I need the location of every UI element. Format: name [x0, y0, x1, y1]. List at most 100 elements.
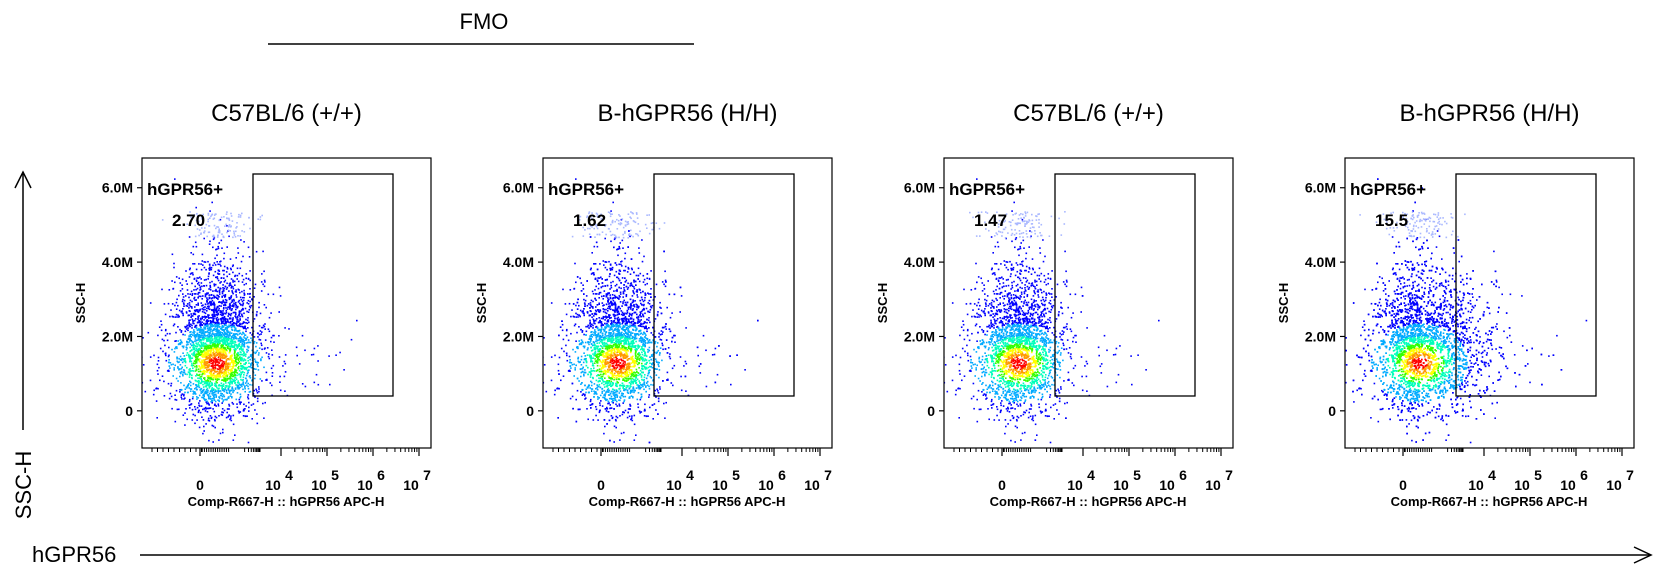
event-dot	[208, 349, 211, 352]
event-dot	[498, 382, 500, 384]
event-dot	[198, 234, 200, 237]
event-dot	[605, 345, 607, 348]
event-dot	[232, 311, 235, 314]
event-dot	[223, 252, 226, 255]
event-dot	[170, 384, 172, 387]
event-dot	[239, 323, 242, 326]
event-dot	[626, 288, 629, 290]
event-dot	[192, 348, 195, 351]
event-dot	[596, 280, 599, 283]
event-dot	[210, 317, 213, 319]
event-dot	[228, 296, 230, 299]
event-dot	[207, 366, 209, 369]
event-dot	[202, 419, 205, 421]
event-dot	[195, 206, 197, 209]
event-dot	[233, 311, 236, 314]
event-dot	[601, 347, 604, 349]
event-dot	[212, 391, 214, 394]
event-dot	[228, 298, 231, 301]
event-dot	[235, 289, 237, 291]
event-dot	[232, 325, 234, 328]
event-dot	[623, 367, 625, 369]
event-dot	[182, 352, 184, 354]
event-dot	[218, 396, 220, 398]
event-dot	[195, 384, 197, 386]
event-dot	[214, 333, 216, 335]
event-dot	[304, 385, 307, 388]
event-dot	[192, 263, 194, 265]
event-dot	[223, 380, 225, 382]
event-dot	[223, 257, 225, 260]
event-dot	[209, 341, 211, 344]
event-dot	[225, 382, 227, 384]
event-dot	[236, 322, 238, 324]
event-dot	[179, 343, 182, 346]
event-dot	[247, 341, 249, 344]
event-dot	[232, 371, 234, 374]
x-tick-exponent: 7	[423, 467, 431, 483]
event-dot	[612, 280, 614, 283]
event-dot	[208, 387, 211, 389]
event-dot	[640, 312, 642, 314]
event-dot	[618, 324, 621, 326]
event-dot	[207, 417, 210, 420]
event-dot	[244, 408, 246, 410]
event-dot	[597, 398, 599, 400]
event-dot	[214, 364, 217, 367]
event-dot	[168, 397, 171, 400]
event-dot	[621, 322, 624, 325]
event-dot	[200, 282, 203, 284]
event-dot	[182, 345, 185, 348]
event-dot	[246, 348, 248, 351]
event-dot	[212, 274, 215, 277]
event-dot	[172, 363, 174, 366]
event-dot	[236, 320, 238, 322]
event-dot	[182, 308, 184, 310]
event-dot	[242, 350, 244, 352]
event-dot	[238, 369, 241, 372]
event-dot	[194, 285, 196, 288]
event-dot	[189, 373, 192, 376]
event-dot	[615, 368, 617, 371]
event-dot	[207, 377, 210, 379]
event-dot	[188, 302, 191, 304]
event-dot	[194, 224, 196, 227]
event-dot	[202, 290, 205, 292]
event-dot	[243, 341, 246, 344]
event-dot	[611, 359, 614, 361]
event-dot	[241, 281, 244, 283]
event-dot	[184, 357, 186, 360]
event-dot	[228, 273, 231, 275]
event-dot	[222, 329, 224, 331]
event-dot	[242, 299, 245, 302]
event-dot	[633, 286, 635, 288]
event-dot	[203, 237, 205, 240]
event-dot	[201, 334, 203, 337]
event-dot	[203, 358, 205, 361]
event-dot	[196, 329, 199, 332]
event-dot	[243, 359, 246, 361]
event-dot	[167, 355, 170, 358]
event-dot	[224, 327, 227, 329]
event-dot	[263, 270, 265, 273]
event-dot	[256, 311, 258, 313]
event-dot	[178, 315, 180, 318]
event-dot	[209, 210, 211, 212]
event-dot	[201, 360, 204, 363]
event-dot	[248, 341, 250, 344]
event-dot	[252, 351, 255, 354]
event-dot	[203, 353, 205, 356]
event-dot	[211, 339, 214, 341]
event-dot	[213, 344, 215, 346]
event-dot	[620, 432, 623, 435]
event-dot	[230, 377, 232, 380]
event-dot	[243, 345, 245, 348]
event-dot	[178, 309, 181, 312]
event-dot	[209, 308, 211, 311]
event-dot	[242, 322, 245, 324]
event-dot	[629, 403, 631, 406]
event-dot	[181, 345, 184, 348]
event-dot	[610, 284, 612, 287]
event-dot	[246, 379, 248, 382]
event-dot	[203, 332, 206, 334]
